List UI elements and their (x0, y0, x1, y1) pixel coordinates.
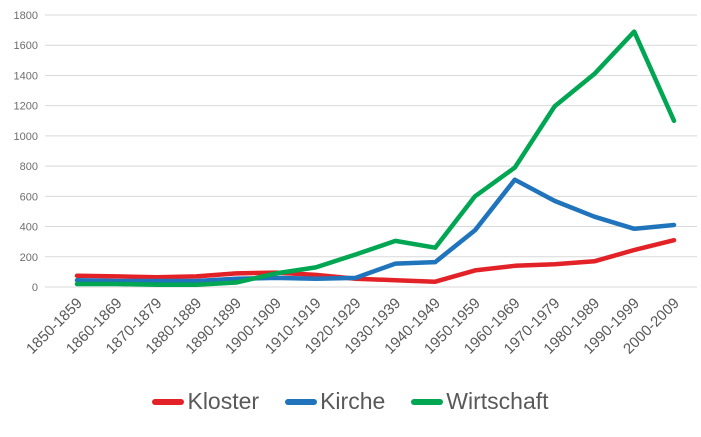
legend-label-wirtschaft: Wirtschaft (446, 388, 549, 414)
y-tick-label: 800 (20, 161, 38, 173)
legend-swatch-wirtschaft (411, 398, 444, 405)
legend-label-kloster: Kloster (187, 388, 260, 414)
y-tick-label: 1600 (14, 40, 38, 52)
series-line-kirche (74, 177, 677, 284)
y-tick-label: 400 (20, 222, 38, 234)
chart-legend: Kloster Kirche Wirtschaft (0, 390, 701, 413)
legend-item-kirche: Kirche (285, 390, 385, 413)
y-tick-label: 1800 (14, 10, 38, 22)
y-tick-label: 1000 (14, 131, 38, 143)
legend-label-kirche: Kirche (320, 388, 386, 414)
y-tick-label: 600 (20, 191, 38, 203)
series-line-wirtschaft (74, 29, 677, 287)
y-tick-label: 0 (32, 282, 38, 294)
y-tick-label: 1400 (14, 70, 38, 82)
legend-swatch-kloster (152, 398, 185, 405)
legend-item-wirtschaft: Wirtschaft (411, 388, 549, 414)
legend-swatch-kirche (285, 398, 318, 405)
series-line-kloster (74, 237, 677, 284)
y-tick-label: 1200 (14, 101, 38, 113)
y-tick-label: 200 (20, 252, 38, 264)
legend-item-kloster: Kloster (152, 390, 259, 413)
